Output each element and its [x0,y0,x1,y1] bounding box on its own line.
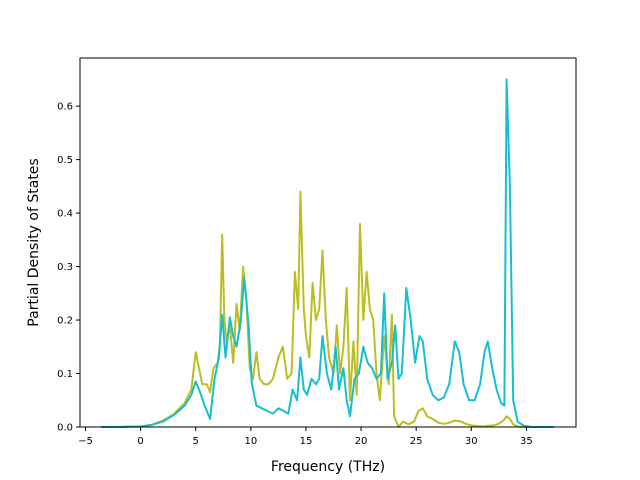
x-tick-label: 0 [137,436,143,447]
y-axis-ticks: 0.0 0.1 0.2 0.3 0.4 0.5 0.6 [57,102,80,434]
x-tick-label: −5 [78,436,93,447]
series-line-2 [100,78,554,428]
x-tick-label: 35 [520,436,533,447]
x-tick-label: 15 [300,436,313,447]
x-axis-label: Frequency (THz) [271,459,385,475]
y-tick-label: 0.4 [57,209,73,220]
y-tick-label: 0.2 [57,316,73,327]
series-layer [100,78,554,428]
y-axis-label: Partial Density of States [26,158,42,326]
y-tick-label: 0.5 [57,155,73,166]
x-axis-ticks: −5 0 5 10 15 20 25 30 35 [78,427,533,447]
y-tick-label: 0.6 [57,102,73,113]
y-tick-label: 0.3 [57,262,73,273]
x-tick-label: 20 [355,436,368,447]
x-tick-label: 10 [244,436,257,447]
y-tick-label: 0.0 [57,423,73,434]
x-tick-label: 30 [465,436,478,447]
y-tick-label: 0.1 [57,369,73,380]
series-line-1 [100,190,554,428]
plot-area-frame [79,57,577,428]
x-tick-label: 25 [410,436,423,447]
x-tick-label: 5 [193,436,199,447]
